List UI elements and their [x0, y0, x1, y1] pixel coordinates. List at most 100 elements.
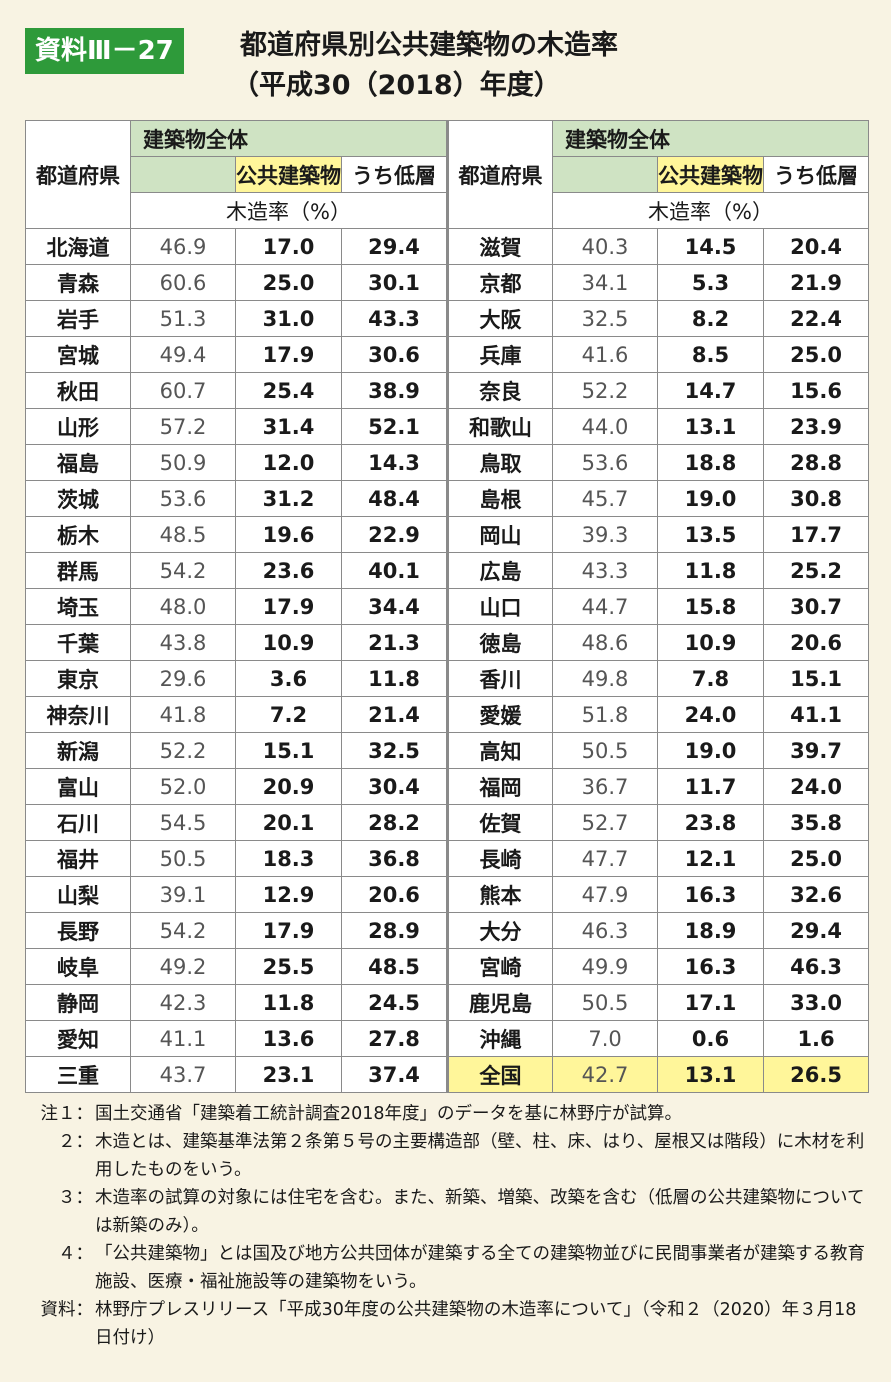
right-low-cell: 20.4 [763, 228, 870, 265]
left-all-cell: 43.7 [130, 1056, 236, 1093]
left-pref-cell: 北海道 [25, 228, 131, 265]
left-low-cell: 21.3 [340, 624, 449, 661]
title-line-2: （平成30（2018）年度） [232, 70, 561, 101]
table-row: 三重 43.7 23.1 37.4 全国 42.7 13.1 26.5 [25, 1056, 870, 1093]
table-row: 福島 50.9 12.0 14.3 鳥取 53.6 18.8 28.8 [25, 444, 870, 481]
right-pref-cell: 兵庫 [446, 336, 554, 373]
right-pub-cell: 5.3 [657, 264, 765, 301]
right-pub-cell: 18.9 [657, 912, 765, 949]
note-label: 資料： [40, 1300, 94, 1320]
right-low-cell: 26.5 [763, 1056, 870, 1093]
right-low-cell: 35.8 [763, 804, 870, 841]
left-pref-cell: 栃木 [25, 516, 131, 553]
left-all-cell: 48.5 [130, 516, 236, 553]
right-pref-cell: 福岡 [446, 768, 554, 805]
right-pref-cell: 長崎 [446, 840, 554, 877]
right-all-cell: 44.7 [552, 588, 659, 625]
left-all-cell: 42.3 [130, 984, 236, 1021]
header-low-left: うち低層 [340, 156, 449, 193]
table-row: 山形 57.2 31.4 52.1 和歌山 44.0 13.1 23.9 [25, 408, 870, 445]
table-row: 富山 52.0 20.9 30.4 福岡 36.7 11.7 24.0 [25, 768, 870, 805]
table-row: 群馬 54.2 23.6 40.1 広島 43.3 11.8 25.2 [25, 552, 870, 589]
left-pub-cell: 25.4 [235, 372, 342, 409]
left-pref-cell: 富山 [25, 768, 131, 805]
right-pub-cell: 19.0 [657, 480, 765, 517]
right-pref-cell: 広島 [446, 552, 554, 589]
left-pub-cell: 17.9 [235, 588, 342, 625]
right-all-cell: 53.6 [552, 444, 659, 481]
right-pref-cell: 京都 [446, 264, 554, 301]
right-pub-cell: 19.0 [657, 732, 765, 769]
left-all-cell: 50.5 [130, 840, 236, 877]
left-low-cell: 20.6 [340, 876, 449, 913]
right-pub-cell: 11.8 [657, 552, 765, 589]
left-low-cell: 14.3 [340, 444, 449, 481]
right-low-cell: 28.8 [763, 444, 870, 481]
header-all-left: 建築物全体 [129, 120, 449, 157]
header: 資料Ⅲ－27 都道府県別公共建築物の木造率 （平成30（2018）年度） [25, 20, 875, 110]
note-label: 注１： [40, 1104, 94, 1124]
right-low-cell: 15.1 [763, 660, 870, 697]
left-all-cell: 54.2 [130, 912, 236, 949]
left-low-cell: 11.8 [340, 660, 449, 697]
table-row: 北海道 46.9 17.0 29.4 滋賀 40.3 14.5 20.4 [25, 228, 870, 265]
table-row: 静岡 42.3 11.8 24.5 鹿児島 50.5 17.1 33.0 [25, 984, 870, 1021]
left-low-cell: 36.8 [340, 840, 449, 877]
right-low-cell: 25.0 [763, 840, 870, 877]
title-line-1: 都道府県別公共建築物の木造率 [240, 30, 618, 61]
left-low-cell: 48.5 [340, 948, 449, 985]
left-all-cell: 54.5 [130, 804, 236, 841]
right-pub-cell: 15.8 [657, 588, 765, 625]
note-text: 木造率の試算の対象には住宅を含む。また、新築、増築、改築を含む（低層の公共建築物… [95, 1188, 865, 1236]
left-all-cell: 49.2 [130, 948, 236, 985]
right-pub-cell: 17.1 [657, 984, 765, 1021]
header-public-right: 公共建築物 [657, 156, 765, 193]
right-low-cell: 24.0 [763, 768, 870, 805]
left-low-cell: 28.2 [340, 804, 449, 841]
left-all-cell: 60.6 [130, 264, 236, 301]
right-pub-cell: 8.2 [657, 300, 765, 337]
right-pub-cell: 13.5 [657, 516, 765, 553]
left-all-cell: 29.6 [130, 660, 236, 697]
note-text: 林野庁プレスリリース「平成30年度の公共建築物の木造率について」（令和２（202… [95, 1300, 857, 1348]
left-pub-cell: 10.9 [235, 624, 342, 661]
right-low-cell: 30.8 [763, 480, 870, 517]
header-all-right: 建築物全体 [552, 120, 870, 157]
left-pub-cell: 25.0 [235, 264, 342, 301]
left-low-cell: 52.1 [340, 408, 449, 445]
right-pub-cell: 18.8 [657, 444, 765, 481]
right-pub-cell: 23.8 [657, 804, 765, 841]
right-all-cell: 44.0 [552, 408, 659, 445]
left-low-cell: 24.5 [340, 984, 449, 1021]
right-all-cell: 32.5 [552, 300, 659, 337]
right-low-cell: 33.0 [763, 984, 870, 1021]
table-row: 山梨 39.1 12.9 20.6 熊本 47.9 16.3 32.6 [25, 876, 870, 913]
left-pref-cell: 長野 [25, 912, 131, 949]
left-low-cell: 30.1 [340, 264, 449, 301]
left-pref-cell: 岐阜 [25, 948, 131, 985]
left-pref-cell: 新潟 [25, 732, 131, 769]
right-pref-cell: 鹿児島 [446, 984, 554, 1021]
left-low-cell: 27.8 [340, 1020, 449, 1057]
right-low-cell: 15.6 [763, 372, 870, 409]
left-low-cell: 30.6 [340, 336, 449, 373]
right-pref-cell: 全国 [446, 1056, 554, 1093]
note-item: ４： 「公共建築物」とは国及び地方公共団体が建築する全ての建築物並びに民間事業者が… [25, 1240, 870, 1296]
left-pref-cell: 東京 [25, 660, 131, 697]
right-all-cell: 7.0 [552, 1020, 659, 1057]
left-pub-cell: 25.5 [235, 948, 342, 985]
note-item: ２： 木造とは、建築基準法第２条第５号の主要構造部（壁、柱、床、はり、屋根又は階段… [25, 1128, 870, 1184]
left-all-cell: 48.0 [130, 588, 236, 625]
left-all-cell: 41.1 [130, 1020, 236, 1057]
left-pub-cell: 11.8 [235, 984, 342, 1021]
right-pref-cell: 島根 [446, 480, 554, 517]
right-pref-cell: 大分 [446, 912, 554, 949]
table-row: 長野 54.2 17.9 28.9 大分 46.3 18.9 29.4 [25, 912, 870, 949]
table-row: 岐阜 49.2 25.5 48.5 宮崎 49.9 16.3 46.3 [25, 948, 870, 985]
left-all-cell: 60.7 [130, 372, 236, 409]
table-row: 愛知 41.1 13.6 27.8 沖縄 7.0 0.6 1.6 [25, 1020, 870, 1057]
left-all-cell: 49.4 [130, 336, 236, 373]
right-low-cell: 39.7 [763, 732, 870, 769]
left-low-cell: 32.5 [340, 732, 449, 769]
left-pref-cell: 秋田 [25, 372, 131, 409]
